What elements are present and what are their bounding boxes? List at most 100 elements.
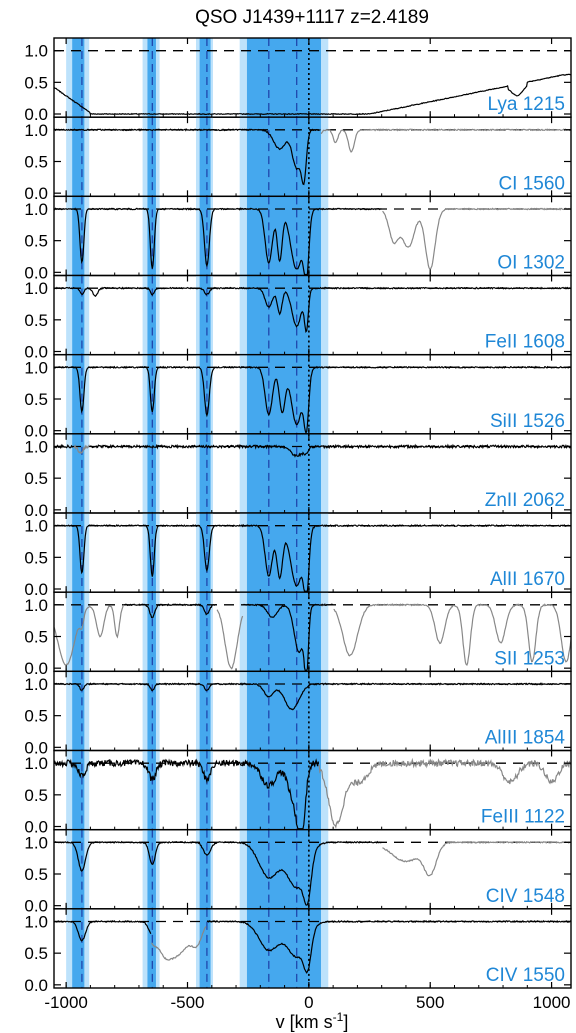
panel-lya: 0.0 0.5 1.0 Lya 1215	[24, 37, 572, 124]
blend-spectrum-segment	[382, 207, 572, 270]
chart-title: QSO J1439+1117 z=2.4189	[195, 7, 429, 28]
spectrum-segment	[53, 840, 382, 906]
y-tick-label: 0.5	[24, 73, 48, 92]
panel-feii: 0.0 0.5 1.0 FeII 1608	[24, 274, 572, 362]
panel-znii: 0.0 0.5 1.0 ZnII 2062	[24, 433, 572, 520]
ion-label: SiII 1526	[490, 411, 565, 432]
shade-dark-3	[246, 671, 321, 751]
spectrum-segment	[124, 603, 217, 619]
spectrum-segment	[54, 286, 572, 334]
blend-spectrum-segment	[151, 926, 207, 961]
x-tick-label: -1000	[44, 993, 87, 1012]
spectrum-segment	[53, 73, 572, 116]
y-tick-label: 0.5	[24, 707, 48, 726]
shade-dark-1	[147, 196, 156, 276]
y-tick-label: 1.0	[24, 279, 48, 298]
ion-label: AlIII 1854	[485, 728, 566, 749]
ion-label: ZnII 2062	[485, 490, 565, 511]
ion-label: OI 1302	[497, 253, 565, 274]
spectrum-segment	[206, 919, 572, 974]
panel-oi: 0.0 0.5 1.0 OI 1302	[24, 195, 572, 282]
shade-dark-0	[72, 908, 85, 988]
y-tick-label: 0.5	[24, 311, 48, 330]
y-tick-label: 0.0	[24, 105, 48, 124]
shade-dark-0	[72, 196, 85, 276]
shade-dark-3	[246, 117, 321, 197]
ion-label: CIV 1550	[486, 965, 565, 986]
y-tick-label: 1.0	[24, 833, 48, 852]
shade-dark-0	[72, 513, 85, 593]
shade-dark-2	[199, 433, 211, 513]
blend-spectrum-segment	[318, 757, 572, 830]
shade-dark-1	[147, 354, 156, 434]
shade-dark-2	[199, 592, 211, 672]
shade-dark-0	[72, 117, 85, 197]
panel-siii1526: 0.0 0.5 1.0 SiII 1526	[24, 353, 572, 441]
shade-dark-0	[72, 275, 85, 355]
shade-dark-2	[199, 117, 211, 197]
ion-label: FeII 1608	[485, 332, 565, 353]
blend-spectrum-segment	[382, 840, 571, 877]
x-axis-label: v [km s-1]	[276, 1010, 349, 1032]
spectrum-segment	[53, 920, 152, 942]
y-tick-label: 0.5	[24, 865, 48, 884]
panel-alii: 0.0 0.5 1.0 AlII 1670	[24, 512, 572, 599]
ion-label: SII 1253	[494, 648, 565, 669]
shade-dark-2	[199, 38, 211, 118]
spectrum-segment	[53, 128, 321, 186]
y-tick-label: 0.0	[24, 897, 48, 916]
shade-dark-2	[199, 750, 211, 830]
y-tick-label: 0.0	[24, 738, 48, 757]
shade-dark-0	[72, 592, 85, 672]
spectrum-segment	[53, 365, 572, 435]
shade-dark-1	[147, 592, 156, 672]
y-tick-label: 0.0	[24, 818, 48, 837]
shade-dark-1	[147, 829, 156, 909]
y-tick-label: 1.0	[24, 42, 48, 61]
panel-civ1548: 0.0 0.5 1.0 CIV 1548	[24, 828, 572, 916]
shade-dark-0	[72, 433, 85, 513]
ion-label: CIV 1548	[486, 886, 565, 907]
y-tick-label: 0.5	[24, 548, 48, 567]
y-tick-label: 0.0	[24, 580, 48, 599]
blend-spectrum-segment	[73, 444, 90, 455]
y-tick-label: 1.0	[24, 438, 48, 457]
y-tick-label: 0.0	[24, 659, 48, 678]
panel-ci: 0.0 0.5 1.0 CI 1560	[24, 116, 572, 203]
panel-frame	[53, 908, 572, 989]
ion-label: Lya 1215	[488, 94, 565, 115]
shade-dark-2	[199, 671, 211, 751]
panel-stack: 0.0 0.5 1.0 Lya 1215 0.0 0.5 1.0 CI 1560 0.0 0.5 1…	[24, 37, 572, 1012]
panel-aliii: 0.0 0.5 1.0 AlIII 1854	[24, 670, 572, 757]
y-tick-label: 1.0	[24, 121, 48, 140]
y-tick-label: 0.0	[24, 976, 48, 995]
shade-dark-1	[147, 38, 156, 118]
y-tick-label: 0.5	[24, 944, 48, 963]
shade-dark-1	[147, 908, 156, 988]
y-tick-label: 0.0	[24, 343, 48, 362]
y-tick-label: 0.5	[24, 153, 48, 172]
shade-dark-1	[147, 750, 156, 830]
shade-dark-2	[199, 513, 211, 593]
y-tick-label: 0.5	[24, 469, 48, 488]
shade-dark-2	[199, 196, 211, 276]
shade-dark-2	[199, 908, 211, 988]
shade-dark-2	[199, 829, 211, 909]
ion-label: AlII 1670	[490, 569, 565, 590]
blend-spectrum-segment	[53, 604, 125, 667]
spectrum-segment	[54, 682, 572, 711]
shade-dark-1	[147, 513, 156, 593]
y-tick-label: 1.0	[24, 675, 48, 694]
y-tick-label: 0.5	[24, 786, 48, 805]
blend-spectrum-segment	[216, 609, 244, 670]
panel-sii: 0.0 0.5 1.0 SII 1253	[24, 591, 572, 678]
panel-feiii: 0.0 0.5 1.0 FeIII 1122	[24, 749, 572, 837]
x-tick-label: 500	[416, 993, 444, 1012]
shade-dark-2	[199, 275, 211, 355]
shade-dark-1	[147, 117, 156, 197]
x-tick-label: 1000	[533, 993, 571, 1012]
y-tick-label: 1.0	[24, 517, 48, 536]
shade-dark-3	[246, 38, 321, 118]
spectrum-segment	[243, 603, 334, 671]
